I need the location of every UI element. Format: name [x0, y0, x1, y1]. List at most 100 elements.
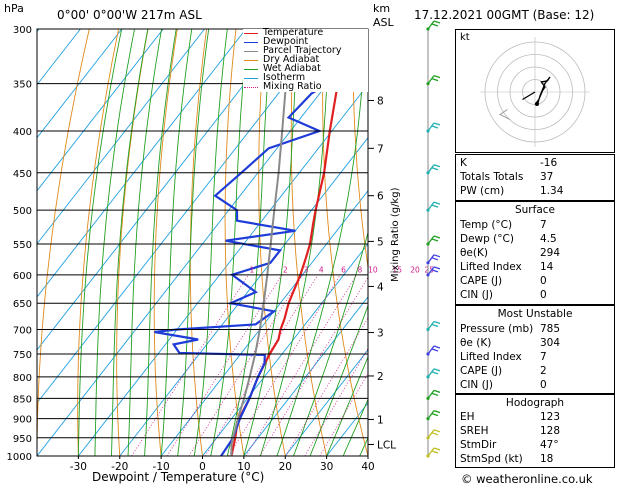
pressure-tick-label: 600	[13, 271, 32, 282]
row-key: PW (cm)	[460, 185, 505, 197]
row-value: 7	[540, 351, 547, 363]
legend-item: Dewpoint	[243, 36, 368, 47]
table-row: Temp (°C) 7	[460, 219, 610, 234]
row-value: 1.34	[540, 185, 564, 197]
legend: Temperature Dewpoint Parcel Trajectory Dry …	[243, 27, 368, 92]
mixing-ratio-label: 1	[250, 265, 255, 274]
row-key: SREH	[460, 425, 489, 437]
km-tick-label: 8	[377, 95, 384, 107]
legend-label: Dry Adiabat	[263, 54, 320, 65]
row-value: 123	[540, 411, 561, 423]
row-key: Lifted Index	[460, 261, 522, 273]
row-value: 0	[540, 275, 547, 287]
row-key: K	[460, 157, 467, 169]
row-value: 128	[540, 425, 561, 437]
row-value: 14	[540, 261, 554, 273]
wind-barb	[426, 164, 441, 175]
surface-title: Surface	[514, 204, 555, 216]
km-unit-label: km	[373, 2, 391, 15]
pressure-tick-label: 400	[13, 127, 32, 138]
table-row: CIN (J) 0	[460, 379, 610, 394]
wind-barb	[426, 320, 441, 332]
row-key: Pressure (mb)	[460, 323, 534, 335]
legend-swatch	[244, 87, 258, 88]
mixing-ratio-line	[259, 276, 368, 456]
dry-adiabat-line	[37, 29, 90, 456]
hodograph-unit: kt	[460, 32, 470, 43]
legend-item: Isotherm	[243, 72, 368, 83]
km-tick-label: 1	[377, 414, 384, 426]
wind-barb	[426, 75, 441, 86]
temp-tick-label: 30	[320, 461, 333, 473]
most-unstable-panel: Most Unstable Pressure (mb) 785 θe (K) 304 L…	[455, 305, 615, 394]
isotherm-line	[78, 83, 368, 456]
row-key: Temp (°C)	[460, 219, 513, 231]
km-tick-label: 3	[377, 328, 384, 340]
pressure-tick-label: 550	[13, 240, 32, 251]
pressure-tick-label: 700	[13, 326, 32, 337]
wind-barb	[426, 368, 441, 379]
row-key: CIN (J)	[460, 379, 493, 391]
row-key: θe(K)	[460, 247, 488, 259]
table-row: StmSpd (kt) 18	[460, 453, 610, 468]
row-key: Lifted Index	[460, 351, 522, 363]
isotherm-line	[243, 296, 368, 456]
km-tick-label: 7	[377, 143, 384, 155]
legend-swatch	[244, 42, 258, 43]
row-key: StmDir	[460, 439, 497, 451]
table-row: StmDir 47°	[460, 439, 610, 454]
row-key: StmSpd (kt)	[460, 453, 523, 465]
legend-item: Mixing Ratio	[243, 81, 368, 92]
row-value: -16	[540, 157, 558, 169]
row-value: 18	[540, 453, 554, 465]
km-tick-label: 2	[377, 371, 384, 383]
mixing-ratio-label: 2	[283, 265, 288, 274]
dry-adiabat-line	[617, 29, 629, 456]
table-row: EH 123	[460, 411, 610, 426]
datetime-title: 17.12.2021 00GMT (Base: 12)	[414, 8, 595, 22]
table-row: K -16	[460, 157, 610, 172]
isotherm-line	[37, 29, 288, 351]
pressure-tick-label: 950	[13, 434, 32, 445]
isotherm-line	[202, 243, 368, 456]
storm-motion-marker	[535, 102, 539, 106]
mixing-ratio-line	[228, 274, 341, 456]
pressure-tick-label: 1000	[7, 452, 32, 463]
hodograph-table-title: Hodograph	[505, 397, 565, 409]
row-value: 47°	[540, 439, 559, 451]
row-key: Dewp (°C)	[460, 233, 514, 245]
dry-adiabat-line	[189, 29, 208, 456]
legend-label: Isotherm	[263, 72, 306, 83]
isotherm-line	[37, 29, 247, 298]
hpa-unit-label: hPa	[4, 2, 24, 15]
table-row: Lifted Index 7	[460, 351, 610, 366]
row-key: Totals Totals	[460, 171, 524, 183]
legend-label: Dewpoint	[263, 36, 309, 47]
pressure-tick-label: 900	[13, 415, 32, 426]
wet-adiabat-line	[160, 29, 193, 456]
mixing-ratio-label: 25	[424, 265, 434, 274]
legend-label: Temperature	[263, 27, 324, 38]
table-row: θe(K) 294	[460, 247, 610, 262]
mixing-ratio-label: 15	[392, 265, 402, 274]
table-row: CIN (J) 0	[460, 289, 610, 304]
temp-tick-label: 0	[199, 461, 206, 473]
isotherm-line	[37, 29, 164, 192]
pressure-tick-label: 450	[13, 169, 32, 180]
wind-barb	[426, 389, 441, 400]
mixing-ratio-label: 6	[341, 265, 346, 274]
pressure-tick-label: 300	[13, 25, 32, 36]
mixing-ratio-label: 8	[357, 265, 362, 274]
legend-swatch	[244, 60, 258, 61]
temp-tick-label: -10	[153, 461, 170, 473]
isotherm-line	[160, 190, 368, 456]
table-row: Lifted Index 14	[460, 261, 610, 276]
legend-label: Mixing Ratio	[263, 81, 322, 92]
surface-panel: Surface Temp (°C) 7 Dewp (°C) 4.5 θe(K) 294 Li…	[455, 201, 615, 305]
km-tick-label: 5	[377, 236, 384, 248]
legend-item: Parcel Trajectory	[243, 45, 368, 56]
row-key: θe (K)	[460, 337, 492, 349]
row-key: EH	[460, 411, 475, 423]
isotherm-line	[37, 29, 330, 404]
table-row: CAPE (J) 0	[460, 275, 610, 290]
